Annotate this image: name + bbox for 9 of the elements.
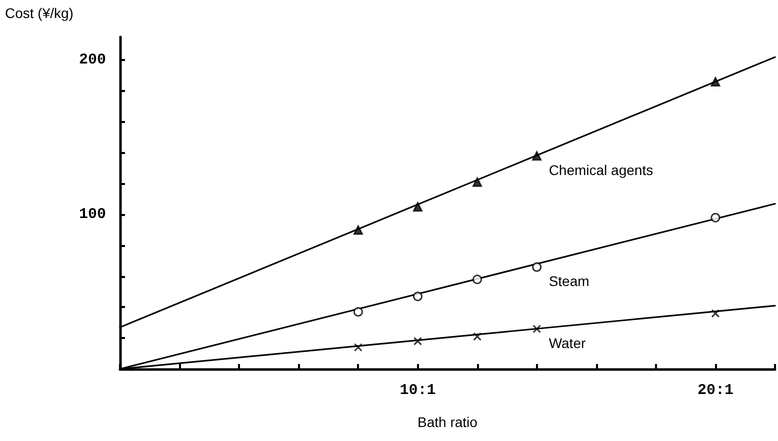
series-label: Steam: [548, 273, 590, 290]
x-tick-label: 10:1: [400, 382, 436, 399]
series-label: Water: [548, 334, 586, 351]
y-tick-label: 100: [78, 206, 106, 224]
y-tick-label: 200: [78, 52, 106, 69]
x-tick-label: 20:1: [697, 382, 734, 399]
x-axis-title: Bath ratio: [418, 414, 478, 430]
y-axis-title: Cost (¥/kg): [5, 5, 74, 21]
series-label: Chemical agents: [548, 162, 654, 178]
